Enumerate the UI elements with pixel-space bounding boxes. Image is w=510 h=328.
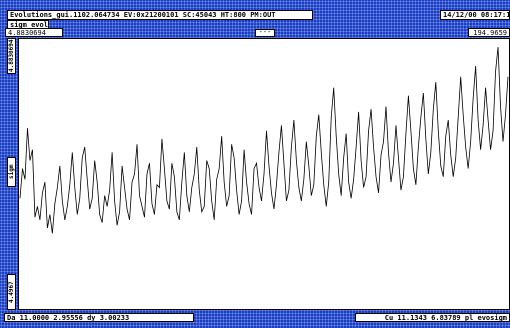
right-readout: 194.9659 bbox=[468, 28, 510, 37]
status-left: Da 11.0000 2.95556 dy 3.00233 bbox=[4, 313, 194, 322]
y-axis-bottom-label: 4.4967 bbox=[7, 274, 16, 310]
datetime-display: 14/12/00 08:17:18 bbox=[440, 10, 510, 20]
y-axis-mid-label: sigm bbox=[7, 157, 16, 187]
plot-area[interactable] bbox=[18, 38, 510, 310]
series-line bbox=[19, 47, 509, 234]
ymax-readout: 4.8830694 bbox=[5, 28, 63, 37]
status-right: Cu 11.1343 6.83789 pl_evosigm bbox=[355, 313, 510, 322]
window-title: Evolutions_gui.1102.064734 EV:0x21200101… bbox=[7, 10, 313, 20]
y-axis-top-label: 4.8830694 bbox=[7, 38, 16, 74]
center-indicator: --- bbox=[255, 29, 275, 37]
chart-svg bbox=[19, 47, 509, 234]
